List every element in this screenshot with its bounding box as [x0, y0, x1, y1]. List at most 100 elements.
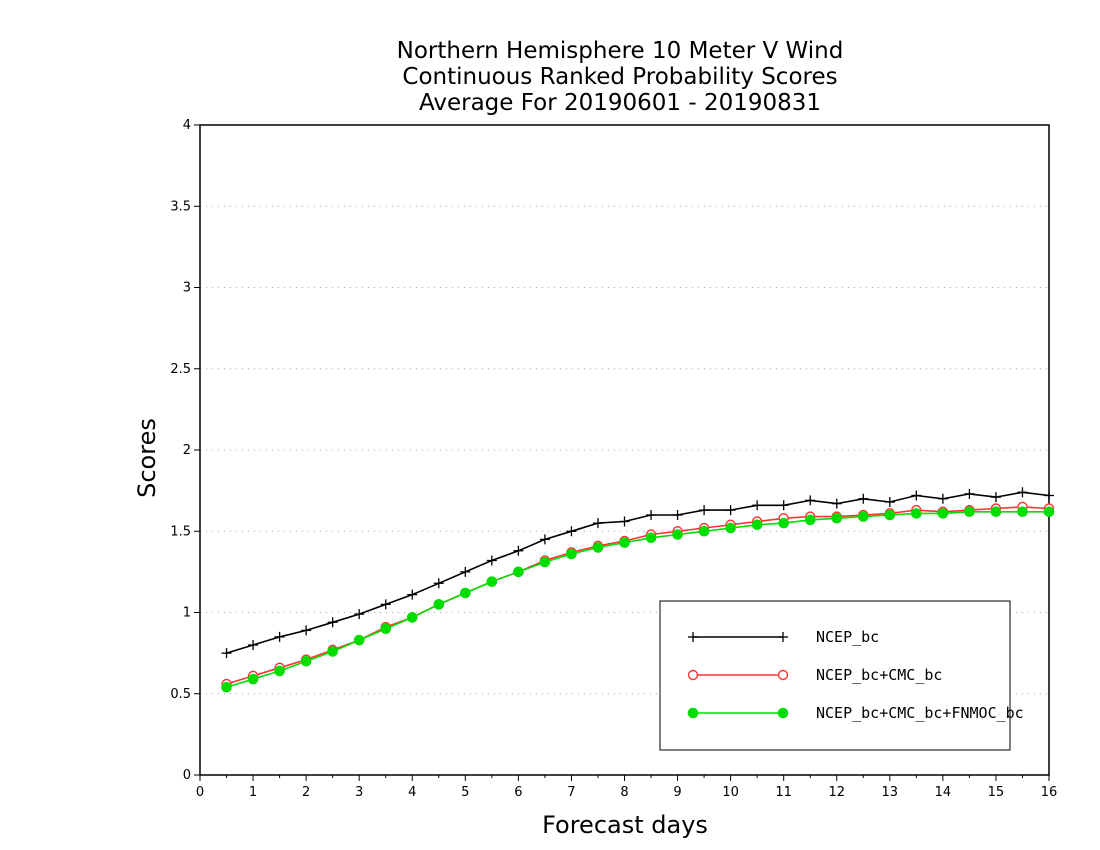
filled-circle-marker [300, 655, 312, 667]
plus-marker [884, 497, 895, 507]
y-tick-label: 1 [183, 606, 191, 621]
x-tick-label: 11 [775, 785, 792, 800]
plus-marker [539, 534, 550, 545]
y-tick-label: 3.5 [170, 199, 191, 214]
plus-marker [513, 545, 524, 556]
filled-circle-marker [221, 681, 232, 693]
chart-title-line: Average For 20190601 - 20190831 [419, 90, 821, 116]
plus-marker [646, 510, 657, 520]
plus-marker [301, 625, 312, 636]
plus-marker [778, 500, 789, 511]
filled-circle-marker [513, 566, 524, 578]
filled-circle-marker [687, 707, 699, 719]
filled-circle-marker [274, 665, 285, 677]
filled-circle-marker [964, 506, 975, 518]
y-tick-label: 2.5 [170, 362, 191, 377]
x-tick-label: 13 [882, 785, 899, 800]
x-tick-label: 12 [828, 785, 845, 800]
filled-circle-marker [911, 508, 922, 519]
filled-circle-marker [777, 707, 789, 719]
legend: NCEP_bc NCEP_bc+CMC_bc NCEP_bc+CMC_bc+FNMO… [659, 600, 1024, 751]
series-3 [221, 506, 1055, 693]
x-tick-label: 3 [355, 785, 363, 800]
filled-circle-marker [804, 514, 816, 526]
filled-circle-marker [353, 634, 365, 646]
filled-circle-marker [857, 511, 869, 522]
x-axis-ticks: 0 1 2 3 4 5 6 7 8 9 10 11 12 13 14 15 16 [196, 775, 1057, 800]
plus-marker [380, 599, 391, 610]
filled-circle-marker [539, 556, 551, 568]
plus-marker [990, 492, 1001, 503]
plus-marker [805, 495, 816, 506]
filled-circle-marker [725, 522, 736, 534]
filled-circle-marker [406, 612, 418, 623]
x-tick-label: 10 [722, 785, 739, 800]
plus-marker [831, 498, 842, 509]
filled-circle-marker [698, 525, 710, 537]
plus-marker [592, 518, 603, 529]
filled-circle-marker [486, 576, 498, 587]
legend-label: NCEP_bc [816, 628, 879, 646]
filled-circle-marker [751, 519, 763, 531]
x-tick-label: 0 [196, 785, 204, 800]
plus-marker [672, 510, 683, 520]
plus-marker [619, 516, 630, 527]
x-tick-label: 9 [673, 785, 681, 800]
plus-marker [778, 632, 788, 642]
x-tick-label: 6 [514, 785, 522, 800]
filled-circle-marker [566, 548, 577, 560]
y-axis-label: Scores [133, 418, 161, 498]
filled-circle-marker [380, 623, 392, 635]
plus-marker [752, 500, 763, 511]
y-tick-label: 0.5 [170, 687, 191, 702]
series-1 [221, 487, 1054, 659]
x-tick-label: 15 [988, 785, 1005, 800]
filled-circle-marker [327, 646, 338, 657]
plus-marker [911, 490, 922, 501]
x-tick-label: 1 [249, 785, 257, 800]
legend-entry: NCEP_bc [688, 628, 879, 646]
x-tick-label: 2 [302, 785, 310, 800]
chart-title-line: Northern Hemisphere 10 Meter V Wind [397, 38, 844, 64]
filled-circle-marker [937, 508, 949, 519]
open-circle-marker [777, 669, 789, 681]
legend-label: NCEP_bc+CMC_bc+FNMOC_bc [816, 704, 1024, 722]
plus-marker [699, 505, 710, 516]
plus-marker [460, 566, 471, 577]
chart-title-line: Continuous Ranked Probability Scores [402, 64, 837, 90]
plus-marker [433, 578, 444, 589]
plus-marker [1017, 487, 1028, 498]
x-tick-label: 7 [567, 785, 575, 800]
plus-marker [1044, 490, 1054, 501]
plus-marker [274, 631, 285, 642]
plus-marker [354, 609, 365, 620]
x-tick-label: 4 [408, 785, 416, 800]
plus-marker [327, 617, 338, 628]
x-axis-label: Forecast days [542, 811, 708, 839]
plus-marker [566, 526, 577, 537]
open-circle-marker [687, 669, 699, 681]
filled-circle-marker [619, 537, 630, 548]
plus-marker [486, 555, 497, 566]
filled-circle-marker [1017, 506, 1028, 518]
filled-circle-marker [990, 506, 1002, 518]
x-tick-label: 5 [461, 785, 469, 800]
filled-circle-marker [645, 532, 657, 544]
legend-entry: NCEP_bc+CMC_bc+FNMOC_bc [687, 704, 1024, 722]
x-tick-label: 8 [620, 785, 628, 800]
plus-marker [221, 648, 232, 659]
series-line [226, 491, 1050, 654]
y-tick-label: 3 [183, 281, 191, 296]
x-tick-label: 16 [1041, 785, 1058, 800]
plus-marker [964, 488, 975, 499]
y-tick-label: 1.5 [170, 524, 191, 539]
filled-circle-marker [884, 509, 896, 521]
filled-circle-marker [778, 517, 789, 529]
series-lines [221, 487, 1055, 693]
filled-circle-marker [1043, 506, 1055, 518]
filled-circle-marker [460, 587, 471, 599]
legend-entry: NCEP_bc+CMC_bc [687, 666, 942, 684]
plus-marker [688, 632, 698, 642]
plus-marker [248, 640, 259, 650]
